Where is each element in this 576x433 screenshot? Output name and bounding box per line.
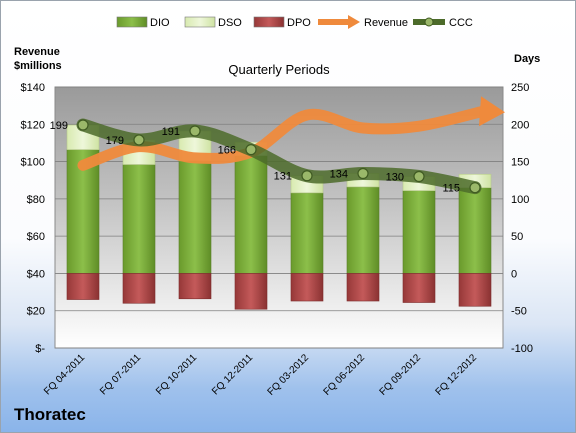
dio-bar — [458, 187, 492, 274]
dio-bar — [346, 186, 380, 274]
ccc-value-label: 191 — [162, 126, 180, 138]
ccc-marker — [77, 119, 89, 131]
left-tick-label: $20 — [27, 306, 45, 318]
right-tick-label: -100 — [511, 343, 533, 355]
dpo-bar — [234, 273, 268, 310]
left-tick-label: $40 — [27, 268, 45, 280]
ccc-series: 199 179 191 166 131 134 130 115 — [50, 118, 482, 195]
ccc-marker — [357, 167, 369, 180]
legend-swatch-dpo — [253, 16, 285, 28]
x-tick-label: FQ 04-2011 — [42, 352, 87, 397]
revenue-line — [77, 105, 489, 171]
ccc-value-label: 115 — [442, 183, 460, 195]
right-tick-label: 250 — [511, 82, 529, 94]
ccc-value-label: 131 — [274, 171, 292, 183]
legend-label-revenue: Revenue — [364, 17, 408, 29]
ccc-marker — [301, 170, 313, 182]
x-tick-label: FQ 10-2011 — [154, 352, 199, 397]
ccc-marker — [133, 134, 145, 146]
ccc-value-label: 179 — [106, 135, 124, 147]
legend-label-ccc: CCC — [449, 17, 473, 29]
right-tick-label: 200 — [511, 119, 529, 131]
x-tick-label: FQ 06-2012 — [322, 352, 368, 398]
right-tick-label: 50 — [511, 231, 523, 243]
dpo-bar — [402, 273, 436, 303]
dpo-bar — [458, 273, 492, 307]
ccc-marker — [245, 144, 257, 156]
ccc-marker — [469, 182, 481, 194]
left-axis-label-line1: Revenue — [14, 46, 60, 58]
dio-bar — [234, 155, 268, 274]
revenue-arrowhead — [479, 96, 505, 127]
left-tick-label: $60 — [27, 231, 45, 243]
right-tick-label: 0 — [511, 268, 517, 280]
dio-bar — [290, 192, 324, 274]
ccc-value-label: 130 — [386, 171, 404, 183]
ccc-marker — [189, 125, 201, 137]
x-tick-label: FQ 09-2012 — [378, 352, 424, 398]
ccc-marker — [413, 170, 425, 183]
left-tick-label: $100 — [21, 157, 45, 169]
x-tick-label: FQ 12-2011 — [210, 352, 255, 397]
left-tick-label: $140 — [21, 82, 45, 94]
right-tick-label: 100 — [511, 194, 529, 206]
dpo-bar — [346, 273, 380, 302]
company-name: Thoratec — [14, 405, 86, 424]
ccc-value-label: 199 — [50, 120, 68, 132]
dio-bar — [122, 164, 156, 274]
right-axis-ticks: -100 -50 0 50 100 150 200 250 — [511, 82, 533, 355]
dpo-bar — [66, 273, 100, 300]
left-axis-ticks: $- $20 $40 $60 $80 $100 $120 $140 — [21, 82, 46, 355]
legend-marker-ccc — [424, 17, 434, 27]
left-tick-label: $120 — [21, 119, 45, 131]
dio-bar — [178, 160, 212, 274]
ccc-value-label: 166 — [218, 145, 236, 157]
legend-label-dso: DSO — [218, 17, 242, 29]
dpo-bar — [178, 273, 212, 300]
right-tick-label: 150 — [511, 157, 529, 169]
x-tick-label: FQ 03-2012 — [266, 352, 312, 398]
right-tick-label: -50 — [511, 306, 527, 318]
x-axis-ticks: FQ 04-2011 FQ 07-2011 FQ 10-2011 FQ 12-2011… — [42, 352, 479, 398]
legend-arrowhead-revenue — [348, 15, 360, 29]
left-axis-label-line2: $millions — [14, 60, 62, 72]
right-axis-label: Days — [514, 53, 540, 65]
dpo-bar — [290, 273, 324, 302]
legend-swatch-dio — [116, 16, 148, 28]
legend-label-dio: DIO — [150, 17, 170, 29]
dio-bar — [402, 190, 436, 274]
chart-title: Quarterly Periods — [228, 62, 330, 77]
x-tick-label: FQ 12-2012 — [434, 352, 480, 398]
ccc-value-label: 134 — [330, 169, 348, 181]
legend: DIO DSO DPO Revenue CCC — [116, 15, 473, 29]
x-tick-label: FQ 07-2011 — [98, 352, 143, 397]
revenue-series — [77, 96, 505, 171]
left-tick-label: $80 — [27, 194, 45, 206]
left-tick-label: $- — [35, 343, 45, 355]
legend-label-dpo: DPO — [287, 17, 311, 29]
legend-swatch-dso — [184, 16, 216, 28]
dpo-bar — [122, 273, 156, 304]
